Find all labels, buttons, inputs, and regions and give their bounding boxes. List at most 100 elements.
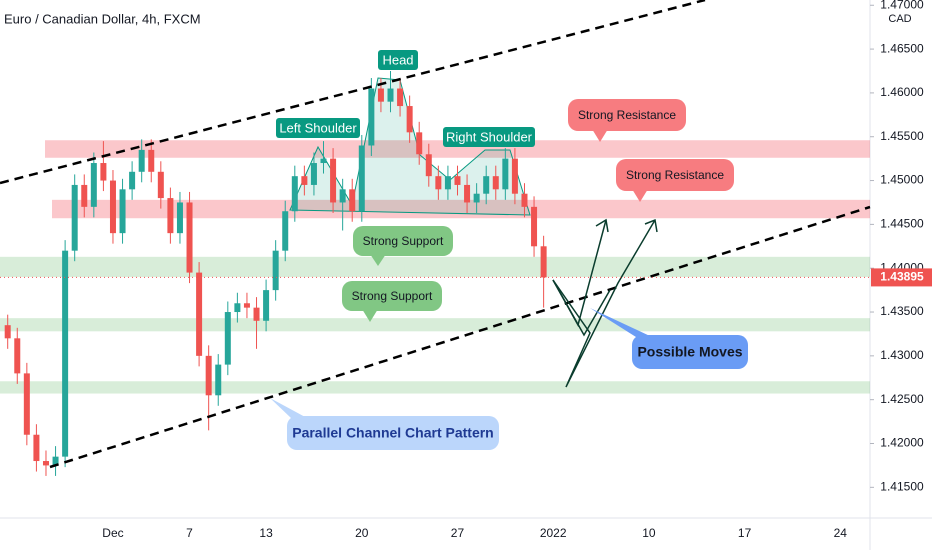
candle-body xyxy=(435,176,442,190)
annotation-pointer xyxy=(632,189,648,202)
candle-body xyxy=(167,198,174,234)
candle-body xyxy=(14,338,21,374)
arrow-path xyxy=(552,219,656,388)
candle-body xyxy=(4,325,11,339)
y-tick-label: 1.44500 xyxy=(880,217,924,231)
possible-moves-arrows xyxy=(552,218,658,388)
candle-body xyxy=(263,290,270,321)
x-tick-label: 10 xyxy=(642,526,656,540)
last-price-box xyxy=(871,268,932,287)
candle-body xyxy=(148,149,155,172)
candle-body xyxy=(473,193,480,203)
annotation-box xyxy=(632,335,748,369)
annotation-text: Head xyxy=(382,52,413,67)
candle-body xyxy=(71,184,78,251)
candle-body xyxy=(502,158,509,190)
candle-body xyxy=(119,189,126,234)
candle-body xyxy=(425,154,432,177)
y-tick-label: 1.46000 xyxy=(880,85,924,99)
annotation-box xyxy=(443,127,535,147)
candle-body xyxy=(253,307,260,321)
y-tick-label: 1.47000 xyxy=(880,0,924,11)
annotation-box xyxy=(378,50,418,70)
x-tick-label: 20 xyxy=(355,526,369,540)
candle-body xyxy=(511,158,518,194)
arrowhead xyxy=(644,218,658,233)
zone xyxy=(45,140,870,158)
annotation-text: Right Shoulder xyxy=(446,129,533,144)
candle-body xyxy=(291,176,298,212)
candle-body xyxy=(464,184,471,203)
annotation-box xyxy=(342,281,442,311)
candle-body xyxy=(186,202,193,273)
candle-body xyxy=(492,176,499,190)
y-tick-label: 1.45000 xyxy=(880,173,924,187)
annotation-text: Strong Support xyxy=(363,234,444,248)
candle-body xyxy=(521,193,528,207)
candle-body xyxy=(234,303,241,313)
annotation-box xyxy=(353,226,453,256)
candle-body xyxy=(224,312,231,365)
annotation-pointer xyxy=(270,398,307,418)
candle-body xyxy=(129,171,136,190)
candle-body xyxy=(90,163,97,207)
annotation-text: Strong Resistance xyxy=(626,168,724,182)
candle-body xyxy=(301,176,308,185)
candle-body xyxy=(416,132,423,155)
candle-body xyxy=(196,272,203,356)
candle-body xyxy=(23,373,30,435)
candle-body xyxy=(138,149,145,172)
candle-body xyxy=(272,250,279,291)
candle-body xyxy=(444,176,451,190)
candle-body xyxy=(109,180,116,234)
last-price-label: 1.43895 xyxy=(880,270,924,284)
candle-body xyxy=(483,176,490,194)
candle-body xyxy=(531,206,538,247)
candle-body xyxy=(454,176,461,185)
zone xyxy=(0,256,870,277)
annotation-pointer xyxy=(370,254,386,266)
annotation-box xyxy=(276,118,360,138)
zone xyxy=(0,318,870,332)
x-tick-label: 17 xyxy=(738,526,752,540)
annotation-pointer xyxy=(362,309,378,322)
candle-body xyxy=(215,364,222,396)
candle-body xyxy=(157,171,164,199)
arrowhead xyxy=(595,218,609,233)
annotation-text: Strong Support xyxy=(352,289,433,303)
x-tick-label: 27 xyxy=(451,526,465,540)
candle-body xyxy=(62,250,69,457)
channel-lower xyxy=(49,205,871,469)
annotation-pointer xyxy=(592,129,608,142)
annotation-text: Strong Resistance xyxy=(578,108,676,122)
annotation-box xyxy=(568,99,686,131)
y-tick-label: 1.42000 xyxy=(880,436,924,450)
x-tick-label: 13 xyxy=(259,526,273,540)
x-tick-label: 7 xyxy=(186,526,193,540)
annotation-text: Parallel Channel Chart Pattern xyxy=(292,425,494,441)
candle-body xyxy=(320,158,327,164)
x-tick-label: Dec xyxy=(102,526,123,540)
y-tick-label: 1.46500 xyxy=(880,41,924,55)
x-tick-label: 2022 xyxy=(540,526,567,540)
candle-body xyxy=(33,434,40,462)
candle-body xyxy=(349,189,356,212)
candle-body xyxy=(330,158,337,203)
y-tick-label: 1.43500 xyxy=(880,304,924,318)
annotation-pointer xyxy=(590,308,652,337)
candle-body xyxy=(358,145,365,212)
candle-body xyxy=(339,189,346,203)
candle-body xyxy=(205,355,212,396)
y-tick-label: 1.42500 xyxy=(880,392,924,406)
annotation-text: Possible Moves xyxy=(637,344,742,360)
y-tick-label: 1.45500 xyxy=(880,129,924,143)
currency-label: CAD xyxy=(888,13,911,25)
y-tick-label: 1.41500 xyxy=(880,479,924,493)
y-tick-label: 1.43000 xyxy=(880,348,924,362)
candle-body xyxy=(377,88,384,102)
annotation-text: Left Shoulder xyxy=(279,120,357,135)
zone xyxy=(0,381,870,394)
candle-body xyxy=(368,88,375,146)
candle-body xyxy=(52,456,59,466)
